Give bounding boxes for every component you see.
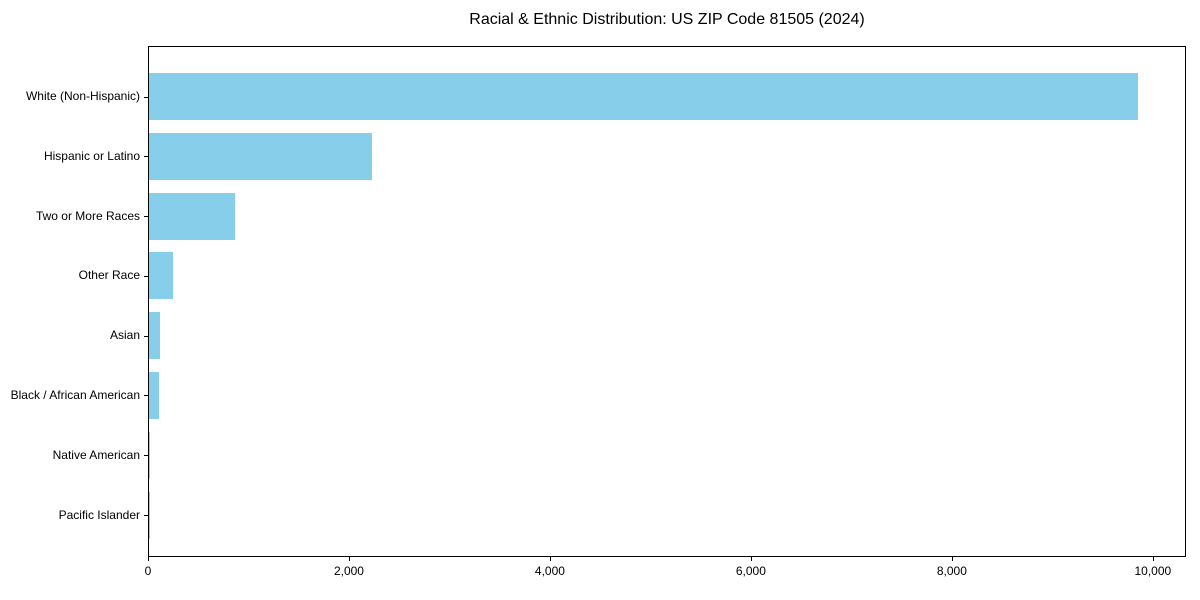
x-tick-mark (951, 557, 953, 561)
y-tick-mark (144, 515, 148, 517)
plot-area (148, 46, 1186, 557)
x-tick-label: 10,000 (1134, 564, 1172, 578)
x-tick-label: 4,000 (534, 564, 565, 578)
y-tick-mark (144, 156, 148, 158)
x-tick-label: 2,000 (333, 564, 364, 578)
y-tick-label: Two or More Races (35, 208, 140, 223)
x-tick-label: 8,000 (936, 564, 967, 578)
bar (149, 252, 173, 300)
y-tick-label: Hispanic or Latino (43, 148, 140, 163)
bar (149, 312, 161, 360)
bar (149, 371, 160, 419)
y-tick-label: Pacific Islander (58, 507, 140, 522)
x-tick-mark (750, 557, 752, 561)
x-tick-label: 0 (144, 564, 152, 578)
y-tick-mark (144, 275, 148, 277)
bar (149, 132, 373, 180)
y-tick-label: Other Race (78, 268, 140, 283)
y-tick-label: Asian (109, 328, 140, 343)
x-tick-mark (348, 557, 350, 561)
y-tick-label: Native American (52, 447, 140, 462)
y-tick-mark (144, 216, 148, 218)
x-tick-label: 6,000 (735, 564, 766, 578)
chart-title: Racial & Ethnic Distribution: US ZIP Cod… (469, 11, 865, 28)
x-tick-mark (148, 557, 149, 561)
bar (149, 73, 1138, 120)
y-tick-mark (144, 395, 148, 397)
bar (149, 192, 235, 240)
y-tick-mark (144, 96, 148, 98)
bar (149, 491, 150, 539)
bar (149, 431, 150, 479)
x-tick-mark (549, 557, 551, 561)
x-tick-mark (1152, 557, 1154, 561)
y-tick-mark (144, 335, 148, 337)
y-tick-mark (144, 455, 148, 457)
y-tick-label: White (Non-Hispanic) (25, 89, 140, 103)
y-tick-label: Black / African American (10, 387, 140, 402)
